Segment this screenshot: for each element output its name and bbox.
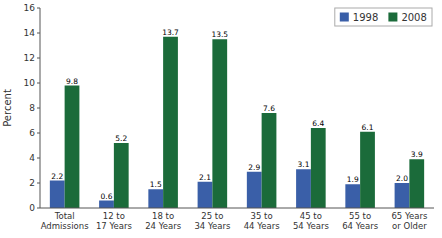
x-tick-label-line: Total [54,211,75,221]
y-axis-label: Percent [2,89,13,127]
bar [198,182,213,208]
x-tick-label: 35 to44 Years [244,211,281,231]
data-label: 13.5 [211,30,228,39]
legend-swatch [388,13,397,22]
legend-swatch [340,13,349,22]
x-tick-label-line: 55 to [349,211,371,221]
y-tick-label: 8 [29,103,35,113]
x-tick-label-line: 24 Years [145,221,182,231]
bar [345,184,360,208]
data-label: 1.9 [347,175,359,184]
x-tick-label-line: 65 Years [391,211,428,221]
y-axis-line [40,8,41,208]
y-tick-label: 4 [29,153,35,163]
x-tick-label-line: 34 Years [194,221,231,231]
x-tick-label-line: 44 Years [244,221,281,231]
data-label: 6.1 [362,123,374,132]
x-tick-label-line: 35 to [251,211,273,221]
data-label: 3.9 [411,150,423,159]
x-tick-label: 55 to64 Years [342,211,379,231]
x-tick-label: 18 to24 Years [145,211,182,231]
bar [409,159,424,208]
bar [311,128,326,208]
data-label: 7.6 [263,104,275,113]
y-tick-label: 10 [24,78,36,88]
y-tick-label: 6 [29,128,35,138]
x-tick-label-line: or Older [392,221,427,231]
legend-label: 2008 [401,12,426,23]
legend: 1998 2008 [335,8,432,26]
x-tick-label: 45 to54 Years [293,211,330,231]
data-label: 9.8 [66,77,78,86]
bar [360,132,375,208]
x-tick-label-line: 45 to [300,211,322,221]
x-tick-label-line: 64 Years [342,221,379,231]
bar [148,189,163,208]
data-label: 2.9 [248,163,260,172]
data-label: 2.0 [396,174,408,183]
x-tick-label-line: 17 Years [96,221,133,231]
bar [395,183,410,208]
bar [296,169,311,208]
x-tick-label-line: 25 to [201,211,223,221]
data-labels: 2.2 0.6 1.5 2.1 2.9 3.1 1.9 2.0 9.8 5.2 13.7 13.5 7.… [51,28,423,201]
x-tick-label-line: 12 to [103,211,125,221]
bar [114,143,129,208]
bar [50,181,65,209]
data-label: 3.1 [298,160,310,169]
x-tick-label-line: Admissions [41,221,90,231]
data-label: 1.5 [150,180,162,189]
data-label: 6.4 [312,119,324,128]
chart: 0 2 4 6 8 10 12 14 16 Percent 2.2 0.6 1.5 2.1 2.9 3.1 1.… [0,0,442,238]
x-tick-label-line: 18 to [152,211,174,221]
x-tick-label: TotalAdmissions [41,211,90,231]
data-label: 5.2 [115,134,127,143]
data-label: 2.1 [199,173,211,182]
x-tick-label: 25 to34 Years [194,211,231,231]
legend-box [335,8,432,26]
y-tick-label: 2 [29,178,35,188]
bar [247,172,262,208]
data-label: 2.2 [51,172,63,181]
data-label: 13.7 [162,28,179,37]
data-label: 0.6 [101,192,113,201]
bar [212,39,227,208]
y-tick-label: 14 [24,28,36,38]
x-tick-label: 12 to17 Years [96,211,133,231]
legend-label: 1998 [353,12,378,23]
bar [262,113,277,208]
bar [163,37,178,208]
x-tick-label-line: 54 Years [293,221,330,231]
y-tick-label: 16 [24,3,36,13]
x-axis: TotalAdmissions 12 to17 Years 18 to24 Year… [40,208,434,231]
x-axis-line [40,208,434,209]
bar [99,201,114,209]
y-tick-label: 0 [29,203,35,213]
x-tick-label: 65 Yearsor Older [391,211,428,231]
bars [50,37,424,208]
y-axis: 0 2 4 6 8 10 12 14 16 [24,3,40,213]
y-tick-label: 12 [24,53,35,63]
bar [65,86,80,209]
